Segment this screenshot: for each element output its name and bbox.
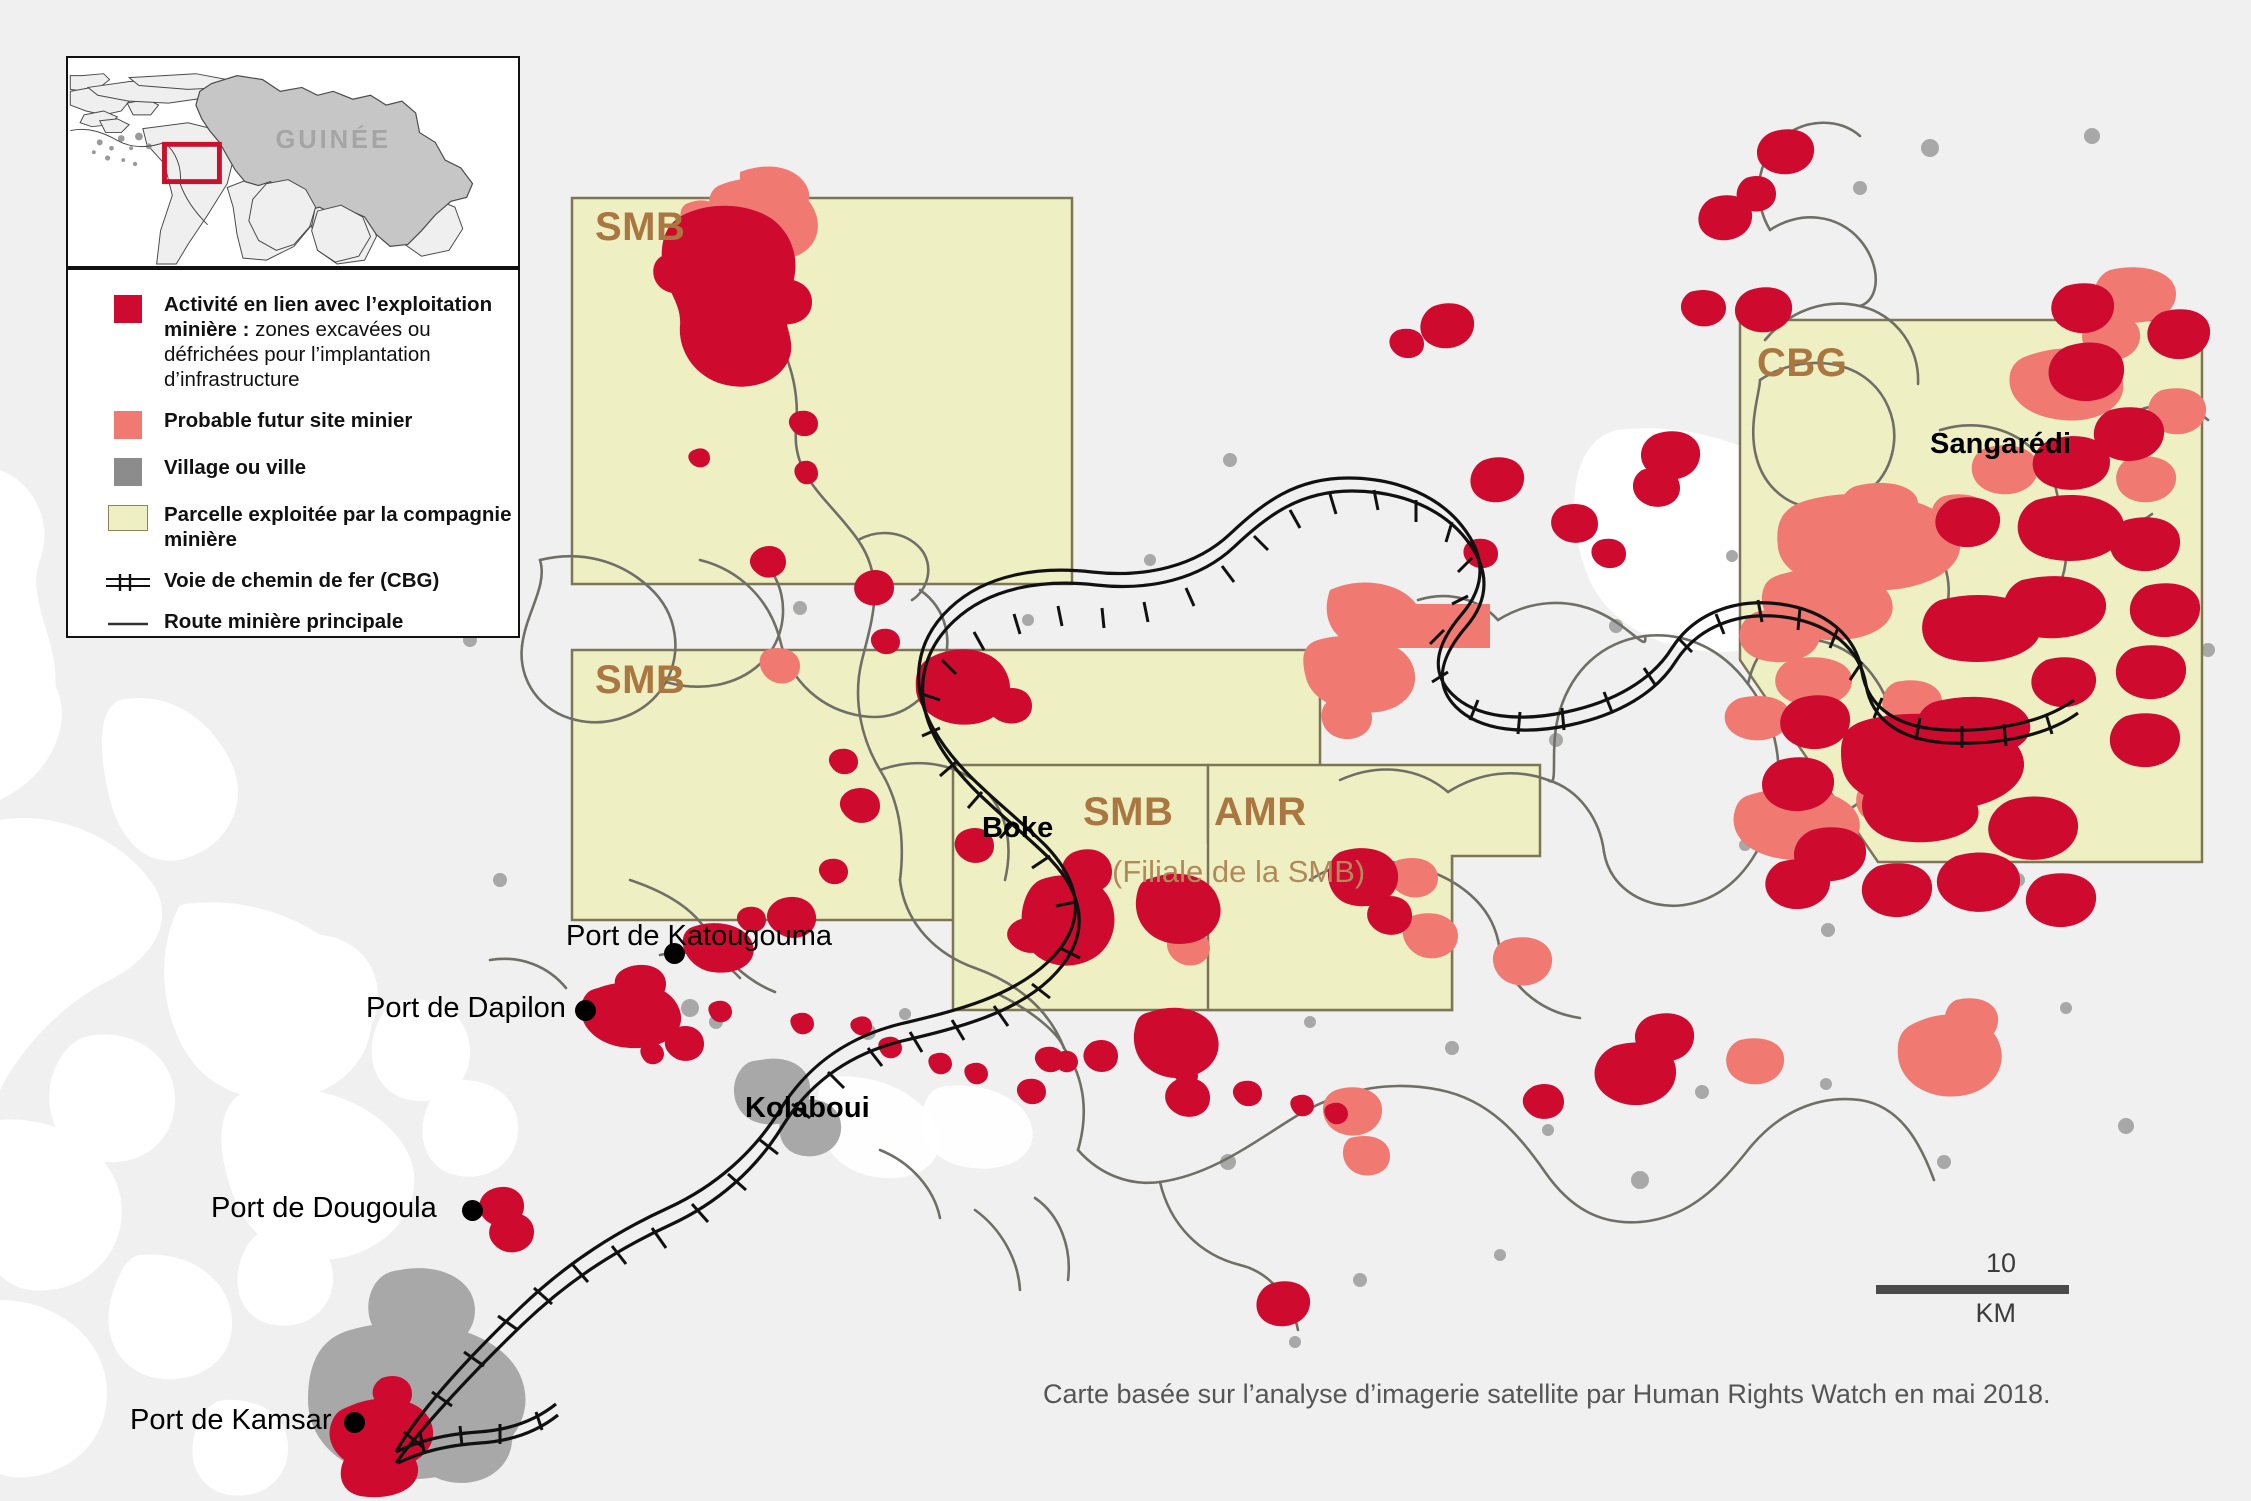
port-dot-katougouma [664, 943, 685, 964]
legend-item-railway: Voie de chemin de fer (CBG) [68, 568, 518, 593]
road-swatch-icon [108, 622, 148, 626]
inset-highlight-box [162, 141, 222, 185]
legend-label-strong: Activité en lien avec l’exploitation min… [164, 293, 493, 341]
city-label-kolaboui: Kolaboui [745, 1092, 870, 1124]
legend-item-text: Probable futur site minier [164, 408, 412, 433]
legend-item-parcel: Parcelle exploitée par la compagnie mini… [68, 502, 518, 552]
legend-swatch-cell [92, 455, 164, 486]
active-mining-sites [329, 129, 2211, 1498]
legend-swatch-cell [92, 502, 164, 531]
village-swatch-icon [114, 458, 142, 486]
legend-swatch-cell [92, 292, 164, 323]
legend-swatch-cell [92, 568, 164, 593]
inset-locator-map: GUINÉE [66, 56, 520, 268]
legend-item-text: Parcelle exploitée par la compagnie mini… [164, 502, 518, 552]
port-dot-dapilon [575, 1000, 596, 1021]
concession-label-smb-mid: SMB [595, 658, 686, 702]
port-dot-kamsar [344, 1412, 365, 1433]
inset-map-svg: GUINÉE [69, 58, 516, 266]
future-site-swatch-icon [114, 411, 142, 439]
legend-swatch-cell [92, 408, 164, 439]
legend-item-road: Route minière principale [68, 609, 518, 634]
port-dot-dougoula [462, 1200, 483, 1221]
legend-item-village: Village ou ville [68, 455, 518, 486]
port-label-kamsar: Port de Kamsar [130, 1404, 332, 1436]
port-label-dougoula: Port de Dougoula [211, 1192, 437, 1224]
port-label-katougouma-line1: Port de Katougouma [566, 920, 833, 952]
city-label-boke: Boke [982, 812, 1054, 844]
legend-swatch-cell [92, 609, 164, 634]
railway-ties [403, 489, 2054, 1450]
scale-bar: 10 KM [1876, 1248, 2069, 1328]
legend-item-text: Village ou ville [164, 455, 306, 480]
legend-label-rest: zones excavées ou défrichées pour l’impl… [164, 318, 431, 391]
legend-panel: Activité en lien avec l’exploitation min… [66, 268, 520, 638]
legend-item-text: Route minière principale [164, 609, 403, 634]
concession-label-amr-subsidiary: (Filiale de la SMB) [1112, 854, 1366, 889]
scale-value: 10 [1985, 1248, 2016, 1278]
concession-label-cbg: CBG [1757, 341, 1848, 385]
concession-label-amr: AMR [1214, 790, 1307, 834]
concession-label-smb-south: SMB [1083, 790, 1174, 834]
activity-swatch-icon [114, 295, 142, 323]
railway-swatch-icon [106, 574, 150, 591]
attribution-text: Carte basée sur l’analyse d’imagerie sat… [1043, 1379, 2051, 1409]
parcel-smb-north [570, 196, 1074, 586]
legend-item-text: Activité en lien avec l’exploitation min… [164, 292, 518, 392]
legend-label-strong: Voie de chemin de fer (CBG) [164, 569, 440, 592]
legend-label-strong: Probable futur site minier [164, 409, 413, 432]
legend-item-text: Voie de chemin de fer (CBG) [164, 568, 439, 593]
guinea-shape [195, 75, 474, 247]
legend-item-activity: Activité en lien avec l’exploitation min… [68, 292, 518, 392]
legend-item-future-site: Probable futur site minier [68, 408, 518, 439]
scale-unit: KM [1975, 1298, 2017, 1328]
parcel-swatch-icon [108, 505, 148, 531]
concession-label-smb-north: SMB [595, 205, 686, 249]
legend-label-strong: Parcelle exploitée par la compagnie mini… [164, 503, 512, 551]
city-label-sangaredi: Sangarédi [1930, 428, 2072, 460]
legend-label-strong: Route minière principale [164, 610, 404, 633]
port-label-dapilon: Port de Dapilon [366, 992, 566, 1024]
inset-country-label: GUINÉE [276, 125, 391, 154]
scale-bar-line [1876, 1285, 2069, 1294]
legend-label-strong: Village ou ville [164, 456, 307, 479]
